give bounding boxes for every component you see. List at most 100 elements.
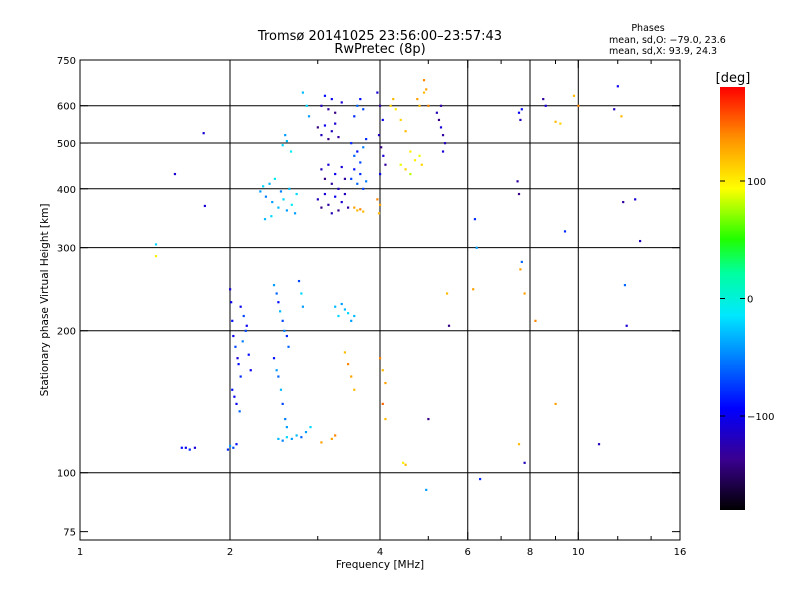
data-point	[262, 185, 265, 188]
data-point	[259, 190, 262, 193]
data-point	[277, 437, 280, 441]
y-tick-label: 75	[63, 528, 76, 539]
data-point	[356, 150, 359, 153]
y-tick-label: 400	[57, 185, 76, 196]
data-point	[520, 260, 523, 264]
x-tick-label: 1	[77, 547, 83, 558]
data-point	[268, 182, 271, 185]
data-point	[384, 381, 387, 385]
data-point	[273, 177, 276, 180]
grid-lines	[80, 60, 680, 540]
data-point	[244, 329, 247, 332]
data-point	[544, 104, 547, 107]
data-point	[277, 206, 280, 209]
data-point	[359, 208, 362, 211]
data-point	[275, 292, 278, 295]
colorbar-ticks: 100 0 −100	[720, 177, 774, 423]
axis-ticks: 1 2 4 6 8 10 16 75 100 200 300 400 500 600 750	[57, 56, 686, 558]
data-point	[441, 150, 445, 153]
data-point	[334, 195, 337, 198]
data-point	[235, 443, 238, 446]
data-point	[377, 212, 381, 215]
x-tick-label: 6	[465, 547, 471, 558]
data-point	[365, 180, 368, 183]
data-point	[285, 334, 288, 338]
data-point	[270, 215, 273, 218]
data-point	[359, 172, 362, 176]
data-point	[334, 434, 337, 437]
data-point	[472, 288, 475, 291]
data-point	[409, 172, 412, 176]
data-point	[425, 488, 428, 491]
data-point	[154, 243, 158, 246]
data-point	[346, 206, 350, 209]
data-point	[340, 165, 343, 169]
data-point	[425, 88, 428, 91]
data-point	[203, 204, 206, 208]
colorbar-unit-label: [deg]	[716, 71, 751, 86]
data-point	[445, 292, 449, 295]
data-point	[519, 118, 522, 122]
data-point	[479, 477, 482, 481]
data-point	[337, 187, 340, 190]
stats-line-o: mean, sd,O: −79.0, 23.6	[609, 35, 726, 46]
data-point	[597, 443, 601, 446]
data-point	[353, 206, 356, 209]
data-point	[180, 446, 183, 449]
data-point	[230, 301, 233, 304]
data-point	[404, 463, 407, 466]
data-point	[337, 314, 340, 318]
y-tick-label: 100	[57, 469, 76, 480]
x-tick-label: 2	[227, 547, 233, 558]
data-point	[272, 357, 276, 360]
data-point	[353, 388, 356, 391]
data-point	[343, 308, 347, 311]
data-point	[362, 108, 365, 111]
data-point	[226, 448, 230, 451]
data-point	[304, 430, 308, 434]
data-point	[305, 104, 308, 107]
data-point	[279, 388, 283, 391]
data-point	[384, 163, 387, 166]
data-point	[334, 122, 337, 125]
data-point	[235, 402, 238, 405]
data-point	[188, 448, 191, 451]
data-point	[343, 192, 347, 196]
data-point	[379, 357, 382, 360]
data-point	[356, 104, 359, 107]
data-point	[277, 375, 280, 378]
data-point	[301, 91, 305, 94]
data-point	[346, 312, 350, 315]
y-tick-label: 750	[57, 56, 76, 67]
data-point	[381, 118, 384, 122]
data-point	[300, 436, 303, 439]
data-point	[275, 369, 278, 372]
colorbar-tick-label: 100	[747, 177, 766, 188]
data-point	[234, 345, 237, 348]
data-point	[563, 230, 567, 233]
data-point	[376, 91, 379, 94]
data-point	[389, 104, 392, 107]
data-point	[353, 115, 356, 118]
data-point	[236, 357, 239, 360]
data-point	[439, 104, 443, 107]
data-point	[173, 172, 177, 176]
data-point	[350, 177, 353, 180]
data-point	[572, 94, 576, 97]
data-point	[279, 190, 283, 193]
data-point	[379, 203, 382, 206]
data-point	[249, 369, 252, 372]
data-point	[343, 177, 347, 180]
data-point	[359, 161, 362, 164]
data-point	[301, 305, 305, 308]
data-point	[320, 441, 323, 444]
data-point	[517, 192, 521, 196]
data-point	[330, 212, 333, 215]
colorbar-tick-label: −100	[747, 412, 774, 423]
data-point	[420, 163, 423, 166]
data-point	[350, 319, 353, 322]
data-point	[233, 395, 236, 398]
data-point	[272, 284, 276, 287]
data-point	[404, 168, 407, 171]
data-point	[427, 417, 430, 421]
